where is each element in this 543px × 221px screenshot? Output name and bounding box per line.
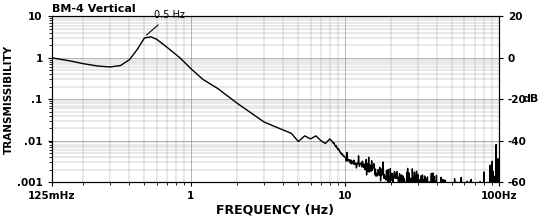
Text: BM-4 Vertical: BM-4 Vertical xyxy=(52,4,135,14)
Text: 0.5 Hz: 0.5 Hz xyxy=(147,10,185,35)
Y-axis label: TRANSMISSIBILITY: TRANSMISSIBILITY xyxy=(4,45,14,154)
X-axis label: FREQUENCY (Hz): FREQUENCY (Hz) xyxy=(216,204,334,217)
Y-axis label: dB: dB xyxy=(522,94,539,104)
